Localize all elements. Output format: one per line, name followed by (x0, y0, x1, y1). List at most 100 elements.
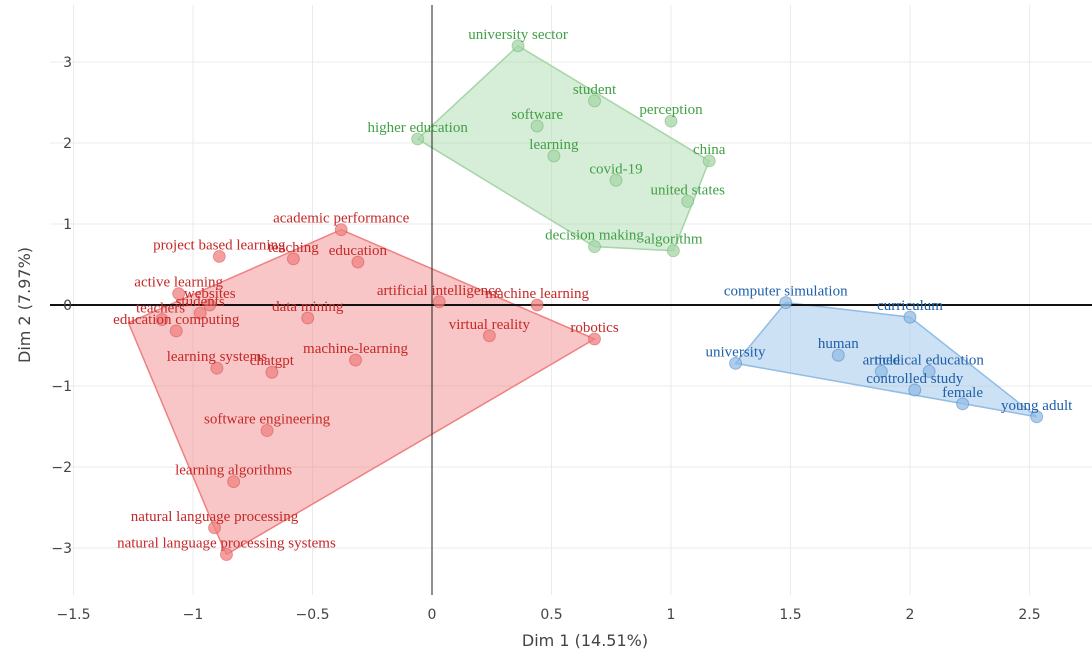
cluster-hull-1 (127, 228, 597, 556)
data-point (260, 424, 274, 438)
data-point (212, 249, 226, 263)
data-point (203, 298, 217, 312)
x-tick-label: 0.5 (540, 607, 562, 623)
y-tick-label: 2 (63, 136, 72, 152)
data-point (432, 295, 446, 309)
data-point (956, 397, 970, 411)
data-point (169, 324, 183, 338)
point-label: learning algorithms (175, 463, 292, 479)
data-point (155, 313, 169, 327)
point-label: university sector (468, 27, 568, 43)
data-point (172, 287, 186, 301)
data-point (588, 332, 602, 346)
point-label: websites (184, 286, 236, 302)
point-label: computer simulation (724, 284, 848, 300)
zero-axes (50, 5, 1092, 595)
point-label: active learning (134, 275, 223, 291)
data-point (1030, 410, 1044, 424)
data-points (155, 39, 1044, 561)
data-point (530, 119, 544, 133)
y-tick-labels: −3 −2 −1 0 1 2 3 (51, 55, 72, 557)
point-label: education (329, 243, 388, 259)
data-point (874, 364, 888, 378)
y-tick-label: 0 (63, 298, 72, 314)
point-label: student (573, 82, 617, 98)
point-label: machine-learning (303, 341, 408, 357)
data-point (349, 353, 363, 367)
data-point (286, 252, 300, 266)
data-point (609, 173, 623, 187)
point-label: curriculum (877, 298, 943, 314)
x-tick-label: 2.5 (1018, 607, 1040, 623)
data-point (193, 306, 207, 320)
y-tick-label: −2 (51, 460, 72, 476)
point-label: controlled study (866, 371, 964, 387)
data-point (779, 296, 793, 310)
x-tick-label: 2 (906, 607, 915, 623)
point-label: human (818, 336, 859, 352)
point-label: natural language processing systems (117, 535, 336, 551)
x-tick-label: 0 (428, 607, 437, 623)
data-point (227, 475, 241, 489)
data-point (208, 521, 222, 535)
y-tick-label: 1 (63, 217, 72, 233)
data-point (666, 244, 680, 258)
data-point (729, 356, 743, 370)
x-tick-label: −0.5 (296, 607, 330, 623)
point-label: higher education (367, 120, 468, 136)
point-label: learning (529, 137, 579, 153)
point-label: united states (650, 182, 725, 198)
point-label: academic performance (273, 211, 409, 227)
point-label: medical education (874, 352, 984, 368)
point-label: covid-19 (589, 161, 642, 177)
x-tick-label: 1 (667, 607, 676, 623)
point-label: female (942, 385, 983, 401)
data-point (908, 383, 922, 397)
point-label: learning systems (167, 349, 268, 365)
y-tick-label: 3 (63, 55, 72, 71)
point-label: teaching (268, 240, 319, 256)
y-tick-label: −3 (51, 541, 72, 557)
point-label: software (511, 107, 563, 123)
data-point (411, 132, 425, 146)
point-label: natural language processing (131, 509, 299, 525)
y-tick-label: −1 (51, 379, 72, 395)
x-tick-label: −1.5 (57, 607, 91, 623)
x-tick-labels: −1.5 −1 −0.5 0 0.5 1 1.5 2 2.5 (57, 607, 1041, 623)
point-label: project based learning (153, 237, 286, 253)
data-point (351, 255, 365, 269)
point-label: decision making (545, 228, 644, 244)
point-label: software engineering (204, 412, 331, 428)
data-point (219, 547, 233, 561)
data-point (482, 329, 496, 343)
data-point (530, 298, 544, 312)
point-label: teachers' (136, 301, 188, 317)
data-point (588, 240, 602, 254)
data-point (588, 94, 602, 108)
cluster-hulls (127, 44, 1038, 556)
point-label: machine learning (485, 286, 589, 302)
point-label: university (706, 344, 766, 360)
point-label: artificial intelligence (377, 283, 502, 299)
point-label: robotics (570, 320, 618, 336)
data-point (903, 310, 917, 324)
point-label: students (176, 294, 225, 310)
point-label: china (693, 142, 726, 158)
data-point (664, 114, 678, 128)
x-axis-title: Dim 1 (14.51%) (522, 631, 648, 650)
data-point (334, 223, 348, 237)
point-label: article (863, 352, 901, 368)
data-point (301, 311, 315, 325)
point-label: data mining (272, 299, 344, 315)
point-label: virtual reality (449, 317, 531, 333)
x-tick-label: −1 (183, 607, 204, 623)
point-labels: academic performance project based learni… (113, 27, 1073, 552)
point-label: algorithm (644, 232, 703, 248)
y-axis-title: Dim 2 (7.97%) (15, 247, 34, 363)
data-point (210, 361, 224, 375)
data-point (681, 194, 695, 208)
data-point (511, 39, 525, 53)
x-tick-label: 1.5 (779, 607, 801, 623)
data-point (547, 149, 561, 163)
